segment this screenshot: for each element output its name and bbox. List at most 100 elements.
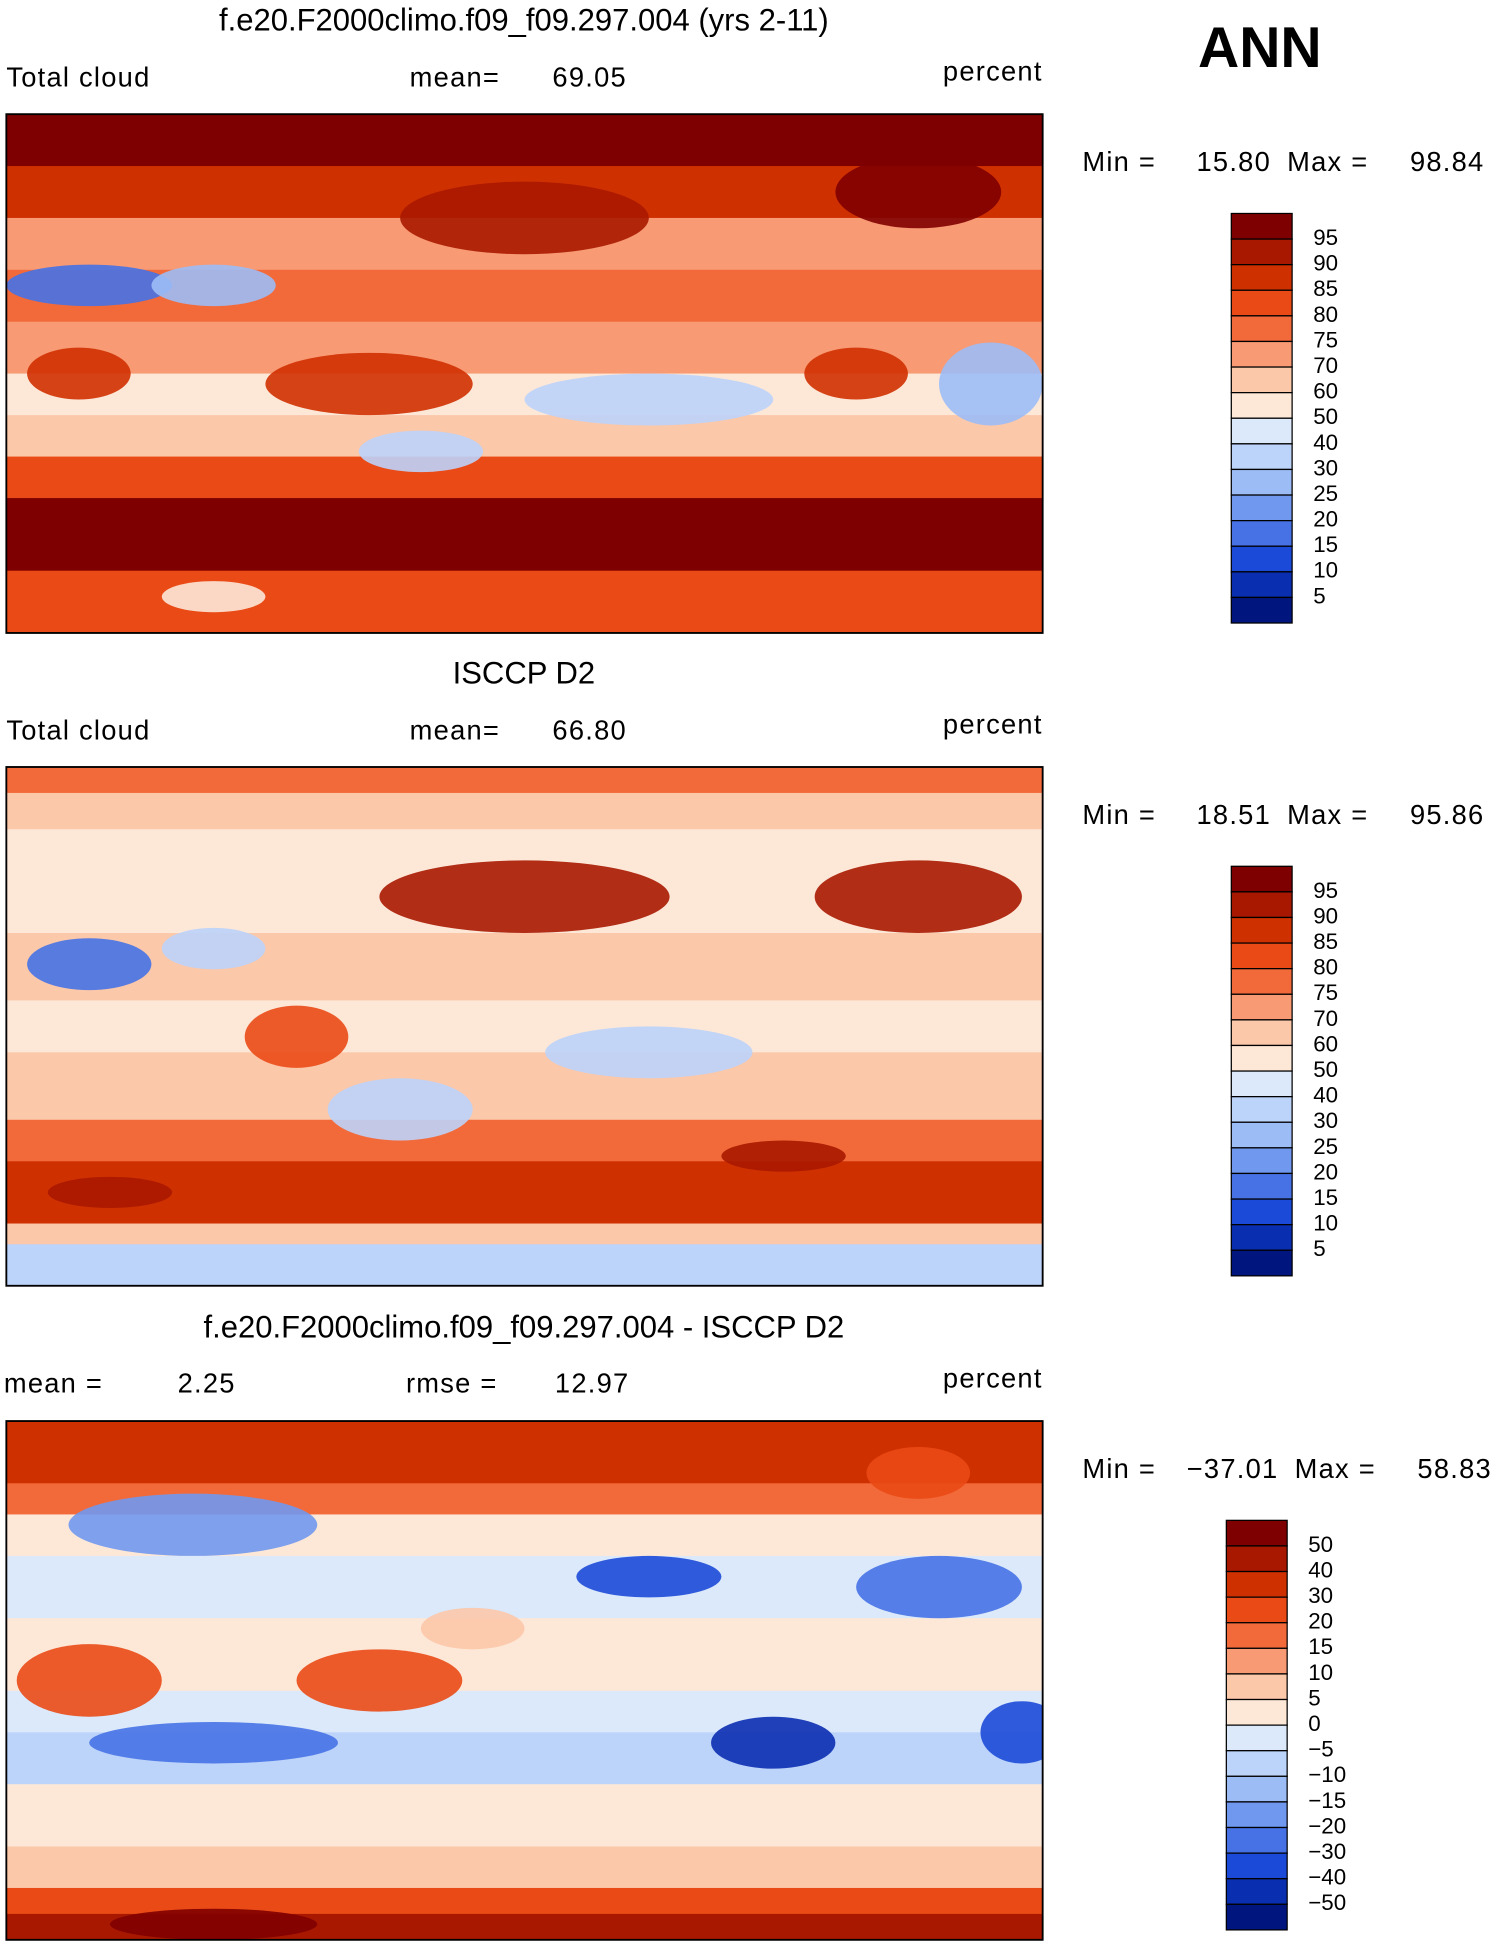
field-label: Total cloud [6, 62, 150, 93]
colorbar-label: 30 [1313, 1108, 1338, 1133]
map-blob [265, 352, 473, 416]
map-band [6, 456, 1043, 500]
colorbar-label: 20 [1313, 507, 1338, 532]
mean-label: mean = [4, 1367, 103, 1398]
min-label: Min = [1082, 146, 1156, 177]
map-blob [866, 1446, 971, 1499]
map-blob [358, 430, 484, 473]
max-label: Max = [1287, 799, 1368, 830]
colorbar-label: 50 [1313, 404, 1338, 429]
colorbar-label: 60 [1313, 1031, 1338, 1056]
max-value: 95.86 [1410, 799, 1485, 830]
colorbar-box [1225, 1903, 1288, 1931]
map-blob [16, 1644, 162, 1717]
mean-label: mean= [410, 714, 500, 745]
season-label: ANN [1198, 16, 1322, 80]
colorbar-box [1230, 545, 1293, 573]
colorbar-label: 70 [1313, 353, 1338, 378]
colorbar-box [1230, 494, 1293, 522]
colorbar-box [1230, 1019, 1293, 1047]
map-blob [89, 1721, 338, 1764]
colorbar-box [1230, 596, 1293, 624]
colorbar-box [1230, 520, 1293, 547]
colorbar-label: 95 [1313, 225, 1338, 250]
map-blob [327, 1078, 473, 1141]
colorbar-box [1225, 1878, 1288, 1905]
map-blob [296, 1649, 463, 1712]
colorbar-box [1230, 891, 1293, 919]
max-label: Max = [1287, 146, 1368, 177]
colorbar-box [1230, 264, 1293, 291]
colorbar-label: 5 [1313, 583, 1325, 608]
colorbar-box [1230, 212, 1293, 240]
colorbar-label: 90 [1313, 251, 1338, 276]
map-band [6, 1223, 1043, 1246]
colorbar-box [1230, 238, 1293, 266]
colorbar-label: 75 [1313, 980, 1338, 1005]
colorbar-box [1230, 993, 1293, 1021]
colorbar-box [1230, 1147, 1293, 1175]
colorbar-label: 30 [1308, 1583, 1333, 1608]
map-band [6, 415, 1043, 458]
map-blob [980, 1701, 1043, 1764]
colorbar-box [1230, 1044, 1293, 1072]
colorbar-label: 20 [1313, 1159, 1338, 1184]
colorbar-label: 25 [1313, 1134, 1338, 1159]
map-blob [545, 1026, 753, 1079]
map-blob [576, 1555, 722, 1598]
colorbar-label: 50 [1313, 1057, 1338, 1082]
colorbar-box [1230, 417, 1293, 445]
map-band [6, 1784, 1043, 1848]
map-band [6, 1846, 1043, 1890]
map-blob [524, 373, 774, 426]
rmse-value: 12.97 [555, 1367, 630, 1398]
map-blob [400, 181, 649, 255]
map [6, 1421, 1043, 1940]
map-band [6, 114, 1043, 168]
colorbar-box [1225, 1622, 1288, 1649]
colorbar-box [1225, 1826, 1288, 1854]
colorbar-label: 25 [1313, 481, 1338, 506]
rmse-label: rmse = [406, 1367, 498, 1398]
max-label: Max = [1295, 1453, 1376, 1484]
colorbar-box [1225, 1647, 1288, 1675]
colorbar-label: 85 [1313, 276, 1338, 301]
map-band [6, 766, 1043, 795]
colorbar-label: 0 [1308, 1711, 1320, 1736]
colorbar-box [1230, 315, 1293, 343]
colorbar-box [1230, 571, 1293, 599]
map-blob [711, 1716, 836, 1769]
colorbar-label: 40 [1313, 430, 1338, 455]
units-label: percent [943, 708, 1043, 739]
colorbar-box [1230, 1224, 1293, 1251]
colorbar-box [1225, 1852, 1288, 1880]
colorbar-box [1225, 1673, 1288, 1701]
colorbar-label: 5 [1313, 1236, 1325, 1261]
mean-value: 69.05 [552, 62, 627, 93]
map-frame [5, 113, 1044, 634]
map-blob [68, 1493, 318, 1556]
colorbar-box [1230, 392, 1293, 419]
colorbar-box [1230, 1121, 1293, 1149]
colorbar-label: −30 [1308, 1839, 1346, 1864]
min-label: Min = [1082, 1453, 1156, 1484]
colorbar-box [1230, 289, 1293, 317]
colorbar-box [1225, 1750, 1288, 1777]
colorbar-label: −5 [1308, 1737, 1333, 1762]
map-band [6, 1000, 1043, 1054]
map-band [6, 1618, 1043, 1693]
min-value: 15.80 [1197, 146, 1272, 177]
map-blob [27, 938, 152, 991]
map-blob [814, 860, 1022, 934]
colorbar-box [1225, 1570, 1288, 1598]
colorbar-box [1230, 366, 1293, 394]
colorbar-label: 20 [1308, 1609, 1333, 1634]
colorbar-label: 5 [1308, 1685, 1320, 1710]
colorbar-box [1230, 968, 1293, 995]
colorbar-box [1225, 1698, 1288, 1726]
map-frame [5, 1420, 1044, 1941]
colorbar-label: 80 [1313, 302, 1338, 327]
mean-label: mean= [410, 62, 500, 93]
colorbar-label: −15 [1308, 1788, 1346, 1813]
map-blob [420, 1607, 525, 1650]
